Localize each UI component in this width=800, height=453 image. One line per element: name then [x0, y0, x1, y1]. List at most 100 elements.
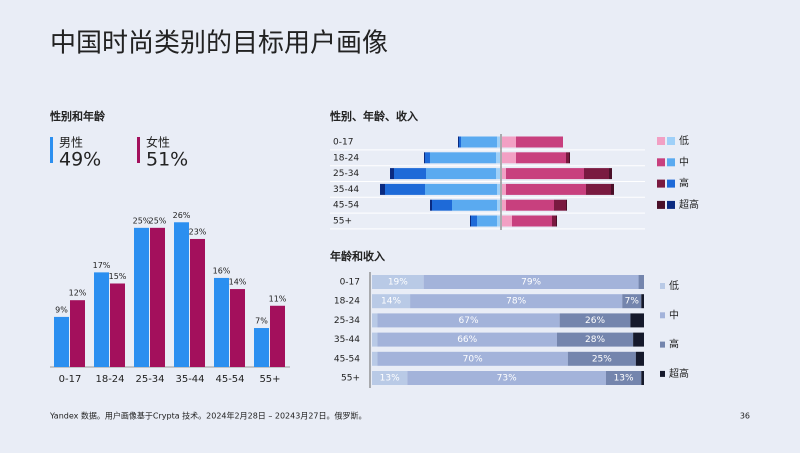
female-bar: [586, 183, 611, 195]
male-bar: [425, 152, 430, 164]
legend-swatch: [660, 341, 665, 348]
female-bar: [554, 199, 566, 211]
female-bar: [506, 183, 586, 195]
legend-swatch: [657, 137, 665, 145]
bar-segment: [641, 294, 644, 309]
legend-label: 女性: [146, 135, 170, 150]
x-tick-label: 55+: [259, 374, 280, 385]
bar: [190, 238, 205, 367]
bar-segment: [622, 294, 642, 309]
female-bar: [516, 152, 566, 164]
y-tick-label: 18-24: [333, 153, 359, 163]
female-bar: [566, 199, 567, 211]
y-tick-label: 45-54: [333, 201, 359, 211]
legend-share: 51%: [146, 149, 188, 171]
value-label: 28%: [585, 335, 605, 345]
legend-label: 男性: [59, 136, 83, 150]
value-label: 25%: [592, 354, 612, 364]
x-tick-label: 0-17: [59, 374, 82, 385]
female-bar: [506, 168, 584, 180]
male-bar: [430, 152, 496, 164]
female-bar: [569, 152, 570, 164]
female-bar: [502, 199, 506, 211]
male-bar: [497, 136, 500, 148]
female-bar: [584, 168, 609, 180]
female-bar: [502, 152, 516, 164]
x-tick-label: 25-34: [135, 374, 164, 385]
male-bar: [426, 168, 496, 180]
bar: [270, 305, 285, 367]
y-tick-label: 18-24: [334, 297, 360, 307]
male-bar: [424, 152, 425, 164]
value-label: 14%: [381, 297, 401, 307]
bar-segment: [372, 371, 408, 385]
y-tick-label: 25-34: [334, 316, 360, 326]
chart-title: 性别、年龄、收入: [330, 109, 418, 123]
bar-segment: [410, 294, 623, 309]
male-bar: [461, 136, 497, 148]
value-label: 16%: [213, 266, 231, 275]
female-bar: [502, 168, 506, 180]
y-tick-label: 0-17: [333, 138, 353, 148]
y-tick-label: 0-17: [340, 278, 360, 288]
value-label: 13%: [380, 374, 400, 384]
bar: [254, 328, 269, 367]
value-label: 23%: [189, 227, 207, 236]
x-tick-label: 18-24: [95, 374, 124, 385]
legend-swatch: [667, 137, 675, 145]
bar-segment: [372, 332, 378, 347]
bar: [134, 227, 149, 367]
legend-label: 超高: [669, 367, 689, 380]
legend-swatch: [657, 158, 665, 167]
bar: [94, 272, 109, 367]
value-label: 25%: [149, 216, 167, 225]
bar: [214, 277, 229, 367]
female-bar: [556, 215, 557, 227]
male-bar: [430, 199, 432, 211]
bar-segment: [556, 332, 634, 347]
chart-title: 年龄和收入: [330, 249, 385, 263]
value-label: 25%: [133, 216, 151, 225]
y-tick-label: 55+: [333, 217, 352, 227]
legend-label: 中: [669, 308, 679, 321]
bar-segment: [638, 275, 644, 289]
value-label: 7%: [255, 317, 268, 326]
bar-segment: [372, 275, 424, 289]
legend-label: 高: [669, 338, 679, 351]
bar-segment: [377, 332, 557, 347]
bar: [150, 227, 165, 367]
value-label: 66%: [457, 335, 477, 345]
male-bar: [385, 183, 425, 195]
bar-segment: [635, 351, 644, 366]
value-label: 73%: [497, 374, 517, 384]
female-bar: [552, 215, 556, 227]
female-bar: [502, 183, 506, 195]
value-label: 14%: [229, 278, 247, 287]
value-label: 7%: [625, 297, 640, 307]
legend-label: 超高: [679, 198, 699, 211]
male-bar: [452, 199, 497, 211]
bar-segment: [372, 351, 378, 366]
legend-swatch: [660, 312, 665, 319]
bar-segment: [423, 275, 639, 289]
value-label: 26%: [585, 316, 605, 326]
x-tick-label: 35-44: [175, 374, 204, 385]
female-bar: [502, 136, 516, 148]
bar: [70, 300, 85, 367]
slide-title: 中国时尚类别的目标用户画像: [50, 29, 388, 59]
bar-segment: [633, 332, 644, 347]
x-tick-label: 45-54: [215, 374, 244, 385]
value-label: 79%: [521, 278, 541, 288]
chart-title: 性别和年龄: [50, 109, 106, 123]
male-bar: [458, 136, 459, 148]
value-label: 17%: [93, 261, 111, 270]
male-bar: [390, 168, 394, 180]
legend-swatch: [660, 370, 665, 377]
male-bar: [471, 215, 477, 227]
female-bar: [512, 215, 552, 227]
y-tick-label: 55+: [341, 374, 360, 384]
female-bar: [502, 215, 512, 227]
male-bar: [459, 136, 461, 148]
bar-segment: [407, 371, 606, 385]
